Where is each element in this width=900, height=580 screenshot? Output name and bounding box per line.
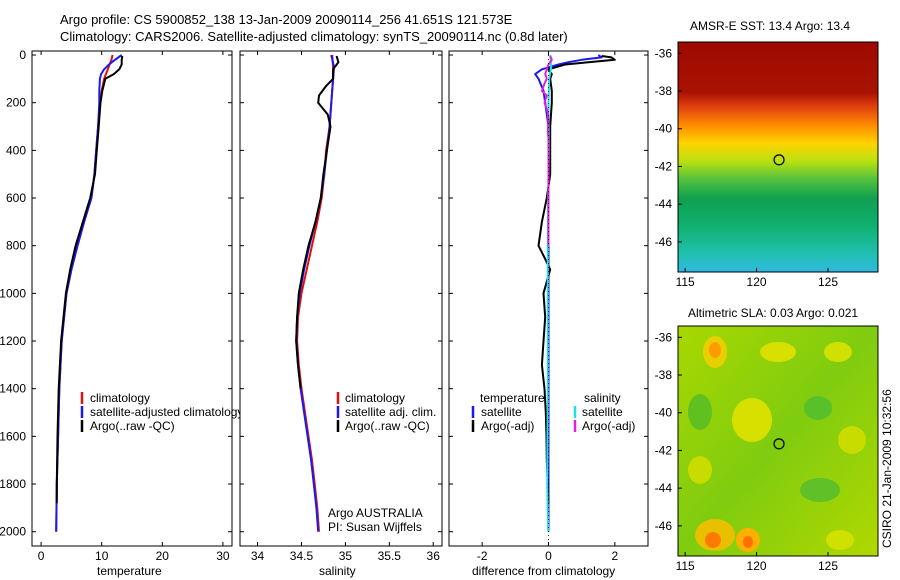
x-tick-label: 36	[427, 549, 441, 563]
sla-blob	[838, 426, 866, 454]
map-x-tick-label: 120	[747, 559, 767, 573]
series-line-climatology	[55, 54, 114, 532]
sla-blob	[709, 342, 721, 358]
argo-australia-label: Argo AUSTRALIA	[328, 506, 423, 520]
map-x-tick-label: 120	[747, 275, 767, 289]
map-x-tick-label: 115	[676, 275, 695, 289]
sla-blobs	[688, 336, 866, 552]
difference-xlabel: difference from climatology	[472, 564, 615, 578]
sla-map-frame	[677, 325, 879, 557]
diff-legend-temp-argo: Argo(-adj)	[481, 419, 534, 433]
depth-tick-label: 400	[6, 143, 26, 157]
salinity-panel: salinity climatology satellite adj. clim…	[239, 50, 443, 578]
x-tick-label: 0	[38, 549, 45, 563]
sla-blob	[732, 398, 772, 442]
map-y-tick-label: -44	[655, 481, 673, 495]
pi-label: PI: Susan Wijffels	[328, 520, 422, 534]
x-tick-label: 34.5	[290, 549, 314, 563]
sla-blob	[824, 342, 852, 362]
legend-satellite-adjusted: satellite-adjusted climatology	[90, 405, 243, 419]
map-y-tick-label: -36	[655, 46, 673, 60]
sst-map-title: AMSR-E SST: 13.4 Argo: 13.4	[690, 19, 850, 33]
map-y-tick-label: -46	[655, 519, 673, 533]
depth-tick-label: 800	[6, 239, 26, 253]
depth-tick-label: 1600	[0, 429, 26, 443]
sal-legend-climatology: climatology	[345, 391, 405, 405]
sla-blob	[760, 342, 796, 362]
x-tick-label: 10	[95, 549, 109, 563]
map-y-tick-label: -40	[655, 406, 673, 420]
temperature-xlabel: temperature	[97, 564, 162, 578]
map-y-tick-label: -38	[655, 84, 673, 98]
map-y-tick-label: -42	[655, 159, 673, 173]
salinity-xlabel: salinity	[319, 564, 356, 578]
depth-tick-label: 1000	[0, 286, 26, 300]
depth-tick-label: 0	[19, 48, 26, 62]
sst-heatmap	[678, 42, 878, 272]
x-tick-label: 35	[339, 549, 353, 563]
sla-blob	[804, 396, 832, 420]
map-y-tick-label: -44	[655, 197, 673, 211]
sla-map-title: Altimetric SLA: 0.03 Argo: 0.021	[688, 306, 858, 320]
sla-blob	[800, 478, 840, 502]
sst-map-frame	[677, 41, 879, 273]
sla-blob	[743, 536, 753, 548]
header-line-1: Argo profile: CS 5900852_138 13-Jan-2009…	[60, 12, 513, 27]
salinity-axes-box	[239, 50, 443, 547]
header-line-2: Climatology: CARS2006. Satellite-adjuste…	[60, 29, 568, 44]
depth-tick-label: 2000	[0, 525, 26, 539]
x-tick-label: 34	[251, 549, 265, 563]
difference-panel: difference from climatology temperature …	[448, 50, 649, 578]
legend-argo: Argo(..raw -QC)	[90, 419, 175, 433]
diff-legend-temp-satellite: satellite	[481, 405, 522, 419]
sal-legend-satellite: satellite adj. clim.	[345, 405, 436, 419]
series-line-salinity-argo-adj-	[540, 55, 553, 246]
map-y-tick-label: -46	[655, 235, 673, 249]
series-line-argo-raw-qc-	[295, 55, 340, 389]
depth-tick-label: 600	[6, 191, 26, 205]
sla-blob	[705, 532, 721, 548]
temperature-panel: temperature climatology satellite-adjust…	[0, 48, 243, 578]
sal-legend-argo: Argo(..raw -QC)	[345, 419, 430, 433]
x-tick-label: 2	[611, 549, 618, 563]
x-tick-label: 0	[545, 549, 552, 563]
profile-location-marker	[773, 438, 785, 450]
temperature-axes-box	[31, 50, 233, 547]
depth-tick-label: 1400	[0, 382, 26, 396]
depth-tick-label: 200	[6, 96, 26, 110]
map-y-tick-label: -40	[655, 122, 673, 136]
legend-climatology: climatology	[90, 391, 150, 405]
sla-blob	[826, 530, 854, 550]
map-x-tick-label: 115	[676, 559, 695, 573]
depth-tick-label: 1800	[0, 477, 26, 491]
diff-legend-salinity-header: salinity	[584, 391, 621, 405]
x-tick-label: 20	[156, 549, 170, 563]
depth-tick-label: 1200	[0, 334, 26, 348]
diff-legend-sal-argo: Argo(-adj)	[582, 419, 635, 433]
side-stamp: CSIRO 21-Jan-2009 10:32:56	[880, 389, 894, 548]
map-y-tick-label: -42	[655, 443, 673, 457]
map-x-tick-label: 125	[818, 275, 838, 289]
map-y-tick-label: -38	[655, 368, 673, 382]
series-line-temperature-argo-adj-	[537, 55, 616, 504]
map-x-tick-label: 125	[818, 559, 838, 573]
series-line-argo-raw-qc-	[55, 55, 124, 504]
diff-legend-temperature-header: temperature	[480, 391, 545, 405]
sla-blob	[688, 456, 712, 484]
sla-blob	[688, 394, 712, 430]
sla-map-panel: Altimetric SLA: 0.03 Argo: 0.021 115 120 1…	[655, 306, 879, 573]
x-tick-label: 30	[216, 549, 230, 563]
diff-legend-sal-satellite: satellite	[582, 405, 623, 419]
x-tick-label: 35.5	[378, 549, 402, 563]
x-tick-label: -2	[477, 549, 488, 563]
sst-map-panel: AMSR-E SST: 13.4 Argo: 13.4	[655, 19, 879, 289]
map-y-tick-label: -36	[655, 330, 673, 344]
profile-location-marker	[773, 154, 785, 166]
